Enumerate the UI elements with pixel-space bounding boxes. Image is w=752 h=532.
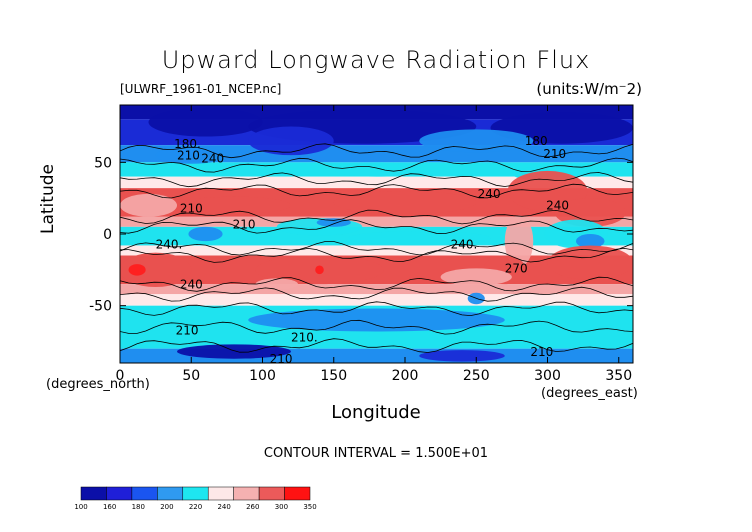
contour-lines	[120, 143, 633, 353]
contour-label: 210	[530, 345, 553, 359]
contour-line	[120, 286, 633, 302]
contour-label: 210	[270, 352, 293, 366]
x-axis-ticks: 0 50 100 150 200 250 300 350	[116, 105, 632, 384]
contour-line	[120, 319, 633, 335]
colorbar-tick-label: 350	[303, 503, 316, 511]
colorbar-tick-label: 180	[132, 503, 145, 511]
contour-label: 270	[505, 262, 528, 276]
field-region	[120, 193, 177, 217]
x-axis-label: Longitude	[331, 402, 421, 423]
colorbar-tick-label: 240	[217, 503, 230, 511]
contour-line	[120, 219, 633, 235]
field-region	[315, 265, 324, 275]
y-tick-label: 0	[103, 227, 112, 243]
colorbar-swatch	[131, 486, 158, 501]
colorbar-tick-label: 220	[189, 503, 202, 511]
x-tick-label: 0	[116, 368, 125, 384]
field-region	[120, 252, 192, 288]
contour-line	[120, 276, 633, 292]
contour-label: 240.	[156, 237, 183, 251]
contour-line	[120, 183, 633, 199]
field-band	[120, 284, 633, 295]
colorbar-swatch	[284, 486, 311, 501]
file-label: [ULWRF_1961-01_NCEP.nc]	[120, 82, 282, 96]
field-region	[576, 234, 605, 249]
y-tick-label: -50	[89, 299, 112, 315]
chart-title: Upward Longwave Radiation Flux	[161, 46, 591, 74]
field-band	[120, 216, 633, 227]
field-region	[248, 126, 334, 156]
x-tick-label: 300	[534, 368, 561, 384]
colorbar-tick-label: 260	[246, 503, 259, 511]
field-region	[177, 196, 291, 214]
field-region	[348, 231, 491, 246]
contour-label: 240	[180, 277, 203, 291]
contour-label: 210	[176, 323, 199, 337]
colorbar-swatch	[233, 486, 260, 501]
colorbar-swatch	[157, 486, 184, 501]
colorbar-tick-label: 300	[275, 503, 288, 511]
contour-label: 240	[478, 187, 501, 201]
contour-line	[120, 241, 633, 256]
x-tick-label: 150	[320, 368, 347, 384]
contour-line	[120, 247, 633, 263]
contour-line	[120, 209, 633, 225]
contour-label: 240.	[451, 237, 478, 251]
field-region	[128, 264, 146, 276]
contour-interval-text: CONTOUR INTERVAL = 1.500E+01	[263, 446, 489, 461]
contour-label: 180	[525, 134, 548, 148]
x-tick-label: 250	[463, 368, 490, 384]
contour-line	[120, 157, 633, 173]
field-region	[333, 162, 420, 177]
field-band	[120, 176, 633, 189]
x-tick-label: 200	[392, 368, 419, 384]
field-region	[255, 278, 299, 290]
colorbar-tick-label: 160	[103, 503, 116, 511]
colorbar-swatch	[106, 486, 133, 501]
y-axis-ticks: 50 0 -50	[89, 155, 633, 315]
contour-label: 180.	[174, 137, 201, 151]
contour-label: 210	[177, 148, 200, 162]
contour-line	[120, 143, 633, 159]
colorbar-tick-label: 100	[74, 503, 87, 511]
colorbar-swatch	[207, 486, 234, 501]
x-tick-label: 100	[249, 368, 276, 384]
heatmap-field	[120, 105, 633, 363]
field-band	[120, 294, 633, 306]
x-tick-label: 50	[182, 368, 200, 384]
field-region	[547, 245, 633, 280]
field-region	[419, 129, 534, 153]
contour-label: 210.	[291, 331, 318, 345]
field-region	[248, 308, 505, 332]
contour-line	[120, 172, 633, 188]
colorbar-swatch	[80, 486, 107, 501]
contour-label: 240	[201, 151, 224, 165]
field-region	[333, 191, 477, 214]
contour-label: 210	[180, 202, 203, 216]
field-region	[188, 226, 223, 242]
colorbar-swatch	[258, 486, 285, 501]
field-region	[419, 350, 505, 362]
field-band	[120, 245, 633, 256]
contour-line	[120, 301, 633, 317]
colorbar-swatch	[182, 486, 209, 501]
x-tick-label: 350	[605, 368, 632, 384]
contour-label: 210	[543, 147, 566, 161]
contour-line	[120, 338, 633, 353]
field-region	[504, 215, 534, 267]
field-region	[177, 344, 291, 359]
field-region	[148, 107, 263, 137]
field-region	[316, 218, 351, 227]
field-region	[440, 268, 512, 286]
contour-label: 210	[233, 217, 256, 231]
colorbar-tick-label: 200	[160, 503, 173, 511]
y-unit-note: (degrees_north)	[46, 377, 150, 392]
contour-label: 240	[546, 199, 569, 213]
colorbar: 100 160 180 200 220 240 260 300 350	[74, 486, 317, 511]
units-label: (units:W/m⁻2)	[536, 80, 642, 98]
x-unit-note: (degrees_east)	[541, 386, 638, 401]
y-tick-label: 50	[94, 155, 112, 171]
